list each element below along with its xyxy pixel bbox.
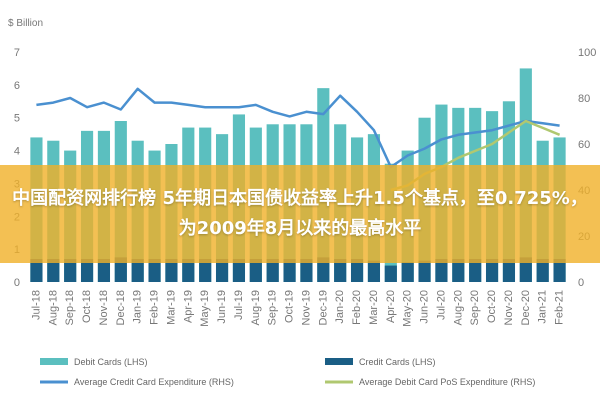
right-tick-label: 0	[578, 277, 584, 289]
x-tick-label: May-19	[199, 290, 211, 327]
credit-card-bar	[435, 259, 448, 282]
x-tick-label: Jul-20	[435, 290, 447, 320]
x-tick-label: Aug-20	[452, 290, 464, 325]
credit-card-bar	[232, 259, 246, 282]
x-tick-label: Nov-19	[300, 290, 312, 325]
x-tick-label: Sep-19	[267, 290, 279, 325]
credit-card-bar	[199, 259, 212, 282]
x-tick-label: Mar-19	[165, 290, 177, 325]
x-tick-label: Jul-19	[233, 290, 245, 320]
credit-card-bar	[469, 259, 482, 282]
avg-credit-expenditure-line	[36, 87, 560, 169]
x-tick-label: Oct-18	[81, 290, 93, 323]
x-tick-label: Aug-18	[47, 290, 59, 325]
legend-label-credit-cards: Credit Cards (LHS)	[359, 357, 436, 367]
headline-banner: 中国配资网排行榜 5年期日本国债收益率上升1.5个基点，至0.725%，为200…	[0, 165, 600, 263]
credit-card-bar	[418, 260, 431, 282]
credit-card-bar	[384, 265, 397, 282]
x-tick-label: Jun-19	[216, 290, 228, 324]
credit-card-bar	[80, 259, 94, 282]
x-tick-label: Feb-21	[554, 290, 566, 325]
credit-card-bar	[30, 259, 43, 282]
x-tick-label: Apr-20	[385, 290, 397, 323]
x-tick-label: Feb-20	[351, 290, 363, 325]
x-tick-label: Mar-20	[368, 290, 380, 325]
x-tick-label: Aug-19	[250, 290, 262, 325]
credit-card-bar	[367, 260, 381, 282]
credit-card-bar	[266, 259, 279, 282]
x-tick-label: May-20	[402, 290, 414, 327]
x-tick-label: Oct-20	[486, 290, 498, 323]
legend-label-avg-debit-pos-expenditure: Average Debit Card PoS Expenditure (RHS)	[359, 377, 535, 387]
credit-card-bar	[350, 259, 364, 282]
credit-card-bar	[249, 259, 262, 282]
credit-card-bar	[502, 259, 516, 282]
x-tick-label: Oct-19	[284, 290, 296, 323]
credit-card-bar	[47, 259, 60, 282]
x-tick-label: Dec-18	[115, 290, 127, 325]
legend-swatch-credit-cards	[325, 358, 353, 365]
left-tick-label: 7	[14, 47, 20, 59]
x-tick-label: Jun-20	[419, 290, 431, 324]
left-tick-label: 6	[14, 80, 20, 92]
credit-card-bar	[536, 259, 549, 282]
x-tick-label: Sep-20	[469, 290, 481, 325]
x-tick-label: Dec-19	[317, 290, 329, 325]
x-tick-label: Nov-20	[503, 290, 515, 325]
x-tick-label: Jan-21	[537, 290, 549, 324]
left-tick-label: 0	[14, 277, 20, 289]
credit-card-bar	[182, 259, 195, 282]
credit-card-bar	[283, 259, 296, 282]
left-tick-label: 4	[14, 146, 20, 158]
x-tick-label: Nov-18	[98, 290, 110, 325]
x-tick-label: Dec-20	[520, 290, 532, 325]
credit-card-bar	[148, 259, 161, 282]
x-tick-label: Apr-19	[182, 290, 194, 323]
right-tick-label: 80	[578, 93, 590, 105]
credit-card-bar	[485, 259, 499, 282]
x-tick-label: Jan-20	[334, 290, 346, 324]
headline-text: 中国配资网排行榜 5年期日本国债收益率上升1.5个基点，至0.725%，为200…	[12, 188, 588, 239]
left-tick-label: 5	[14, 113, 20, 125]
credit-card-bar	[165, 259, 178, 282]
credit-card-bar	[114, 257, 127, 282]
credit-card-bar	[519, 257, 532, 282]
credit-card-bar	[131, 259, 144, 282]
x-tick-label: Feb-19	[149, 290, 161, 325]
x-tick-label: Jul-18	[30, 290, 42, 320]
x-axis-labels: Jul-18 Aug-18 Sep-18 Oct-18 Nov-18 Dec-18 Jan-…	[30, 290, 565, 327]
credit-card-bar	[452, 259, 465, 282]
y-axis-unit: $ Billion	[8, 18, 43, 29]
right-tick-label: 100	[578, 47, 596, 59]
legend: Debit Cards (LHS) Credit Cards (LHS) Ave…	[40, 357, 535, 387]
legend-label-avg-credit-expenditure: Average Credit Card Expenditure (RHS)	[74, 377, 234, 387]
credit-card-bar	[334, 259, 347, 282]
x-tick-label: Sep-18	[64, 290, 76, 325]
x-tick-label: Jan-19	[132, 290, 144, 324]
legend-swatch-debit-cards	[40, 358, 68, 365]
credit-card-bar	[317, 257, 330, 282]
legend-label-debit-cards: Debit Cards (LHS)	[74, 357, 148, 367]
credit-card-bar	[300, 259, 313, 282]
credit-card-bar	[64, 259, 77, 282]
credit-card-bar	[215, 259, 229, 282]
credit-card-bar	[401, 262, 414, 282]
credit-card-bar	[553, 259, 566, 282]
right-tick-label: 60	[578, 139, 590, 151]
credit-card-bar	[97, 259, 111, 282]
